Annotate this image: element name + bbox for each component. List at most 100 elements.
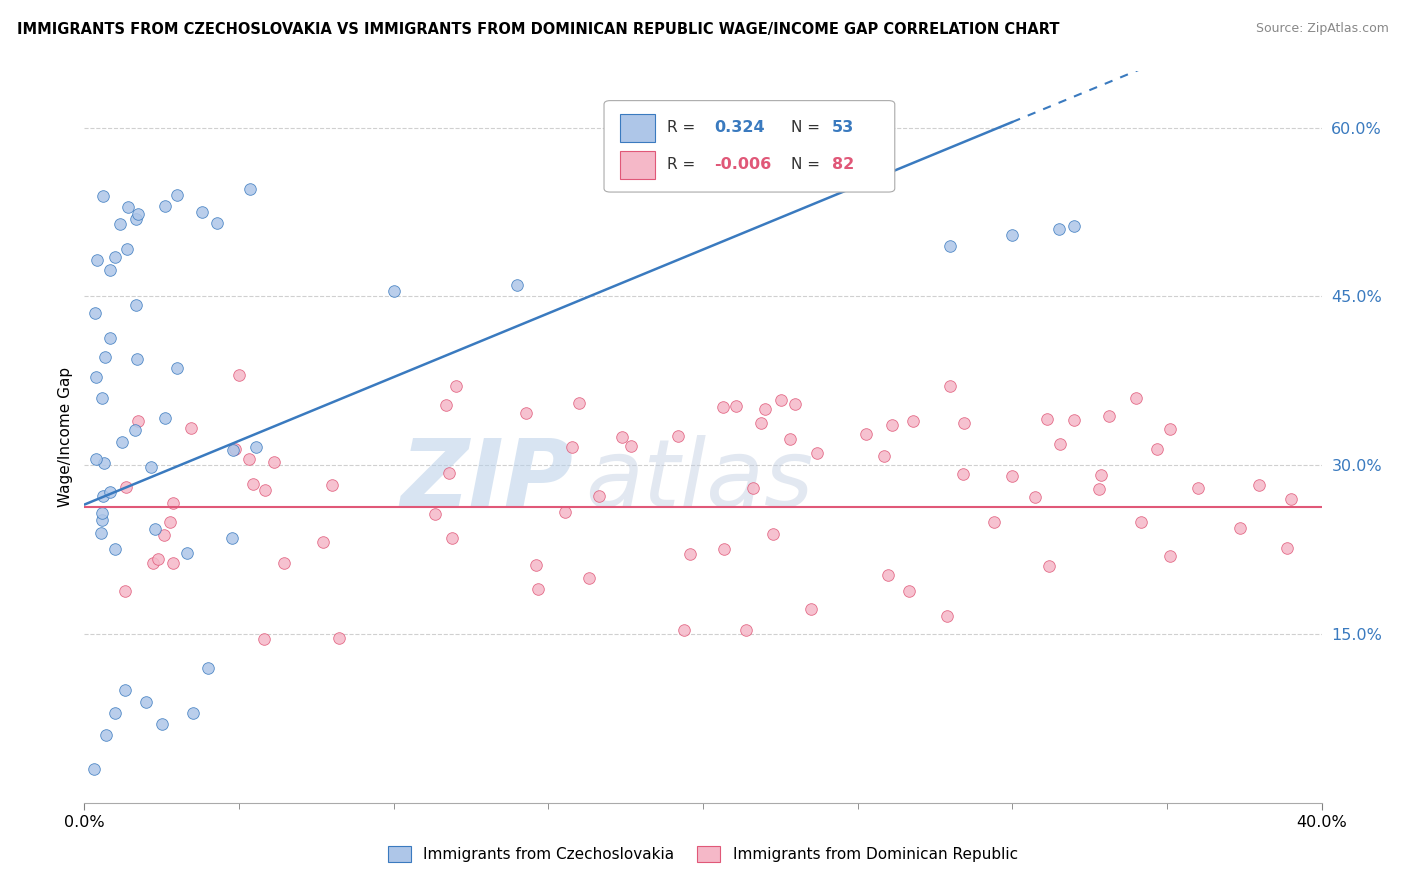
Point — [114, 683, 136, 698]
Point — [877, 568, 900, 582]
Point — [228, 368, 250, 383]
Point — [872, 449, 894, 463]
Point — [98, 331, 121, 345]
Point — [142, 556, 165, 570]
Text: IMMIGRANTS FROM CZECHOSLOVAKIA VS IMMIGRANTS FROM DOMINICAN REPUBLIC WAGE/INCOME: IMMIGRANTS FROM CZECHOSLOVAKIA VS IMMIGR… — [17, 22, 1059, 37]
Point — [1063, 413, 1085, 427]
Point — [238, 451, 260, 466]
Point — [1038, 559, 1060, 574]
Point — [90, 513, 112, 527]
Point — [135, 694, 157, 708]
Point — [1024, 490, 1046, 504]
Point — [150, 717, 173, 731]
Text: ZIP: ZIP — [401, 435, 574, 527]
Point — [312, 535, 335, 549]
Point — [524, 558, 547, 572]
Point — [1275, 541, 1298, 556]
Point — [104, 706, 127, 720]
Point — [91, 506, 114, 520]
Point — [94, 728, 117, 742]
Point — [104, 542, 127, 557]
FancyBboxPatch shape — [605, 101, 894, 192]
Point — [124, 423, 146, 437]
Point — [1159, 549, 1181, 564]
Text: N =: N = — [790, 120, 820, 136]
Point — [84, 452, 107, 467]
Point — [724, 399, 747, 413]
Point — [735, 623, 758, 637]
Point — [1187, 481, 1209, 495]
Point — [139, 460, 162, 475]
Text: atlas: atlas — [585, 435, 814, 526]
Point — [880, 418, 903, 433]
Point — [181, 706, 204, 720]
Text: 82: 82 — [832, 157, 853, 172]
Point — [104, 250, 127, 264]
Point — [100, 263, 122, 277]
Point — [239, 182, 262, 196]
Point — [242, 477, 264, 491]
Point — [382, 284, 405, 298]
Point — [197, 661, 219, 675]
Point — [91, 489, 114, 503]
Point — [263, 455, 285, 469]
Point — [749, 416, 772, 430]
Point — [166, 188, 188, 202]
Point — [153, 199, 176, 213]
Point — [444, 379, 467, 393]
Bar — [620, 114, 655, 142]
Point — [1129, 515, 1152, 529]
Point — [783, 397, 806, 411]
Point — [86, 252, 108, 267]
Point — [742, 481, 765, 495]
Point — [91, 188, 114, 202]
Point — [939, 239, 962, 253]
Point — [983, 515, 1005, 529]
Point — [855, 427, 877, 442]
Point — [713, 400, 735, 414]
Point — [679, 547, 702, 561]
Point — [953, 416, 976, 430]
Point — [800, 601, 823, 615]
Point — [1125, 391, 1147, 405]
Point — [111, 435, 134, 450]
Point — [1047, 222, 1070, 236]
Point — [1159, 422, 1181, 436]
Point — [952, 467, 974, 482]
Point — [506, 278, 529, 293]
Point — [561, 440, 583, 454]
Point — [1247, 478, 1270, 492]
Point — [578, 571, 600, 585]
Point — [441, 531, 464, 545]
Point — [166, 360, 188, 375]
Point — [666, 429, 689, 443]
Point — [769, 392, 792, 407]
Point — [1001, 469, 1024, 483]
Point — [83, 762, 105, 776]
Y-axis label: Wage/Income Gap: Wage/Income Gap — [58, 367, 73, 508]
Point — [806, 446, 828, 460]
Point — [162, 496, 184, 510]
Text: 0.324: 0.324 — [714, 120, 765, 136]
Point — [159, 515, 181, 529]
Point — [222, 442, 245, 457]
Point — [1279, 491, 1302, 506]
Point — [207, 216, 229, 230]
Point — [898, 583, 921, 598]
Point — [115, 480, 138, 494]
Point — [1049, 436, 1071, 450]
Point — [588, 489, 610, 503]
Point — [437, 466, 460, 480]
Point — [86, 370, 108, 384]
Text: R =: R = — [666, 157, 700, 172]
Point — [328, 631, 350, 645]
Point — [1229, 521, 1251, 535]
Point — [127, 414, 149, 428]
Point — [98, 484, 121, 499]
Point — [176, 546, 198, 560]
Point — [568, 396, 591, 410]
Point — [779, 433, 801, 447]
Point — [162, 556, 184, 570]
Point — [515, 406, 537, 420]
Point — [321, 478, 343, 492]
